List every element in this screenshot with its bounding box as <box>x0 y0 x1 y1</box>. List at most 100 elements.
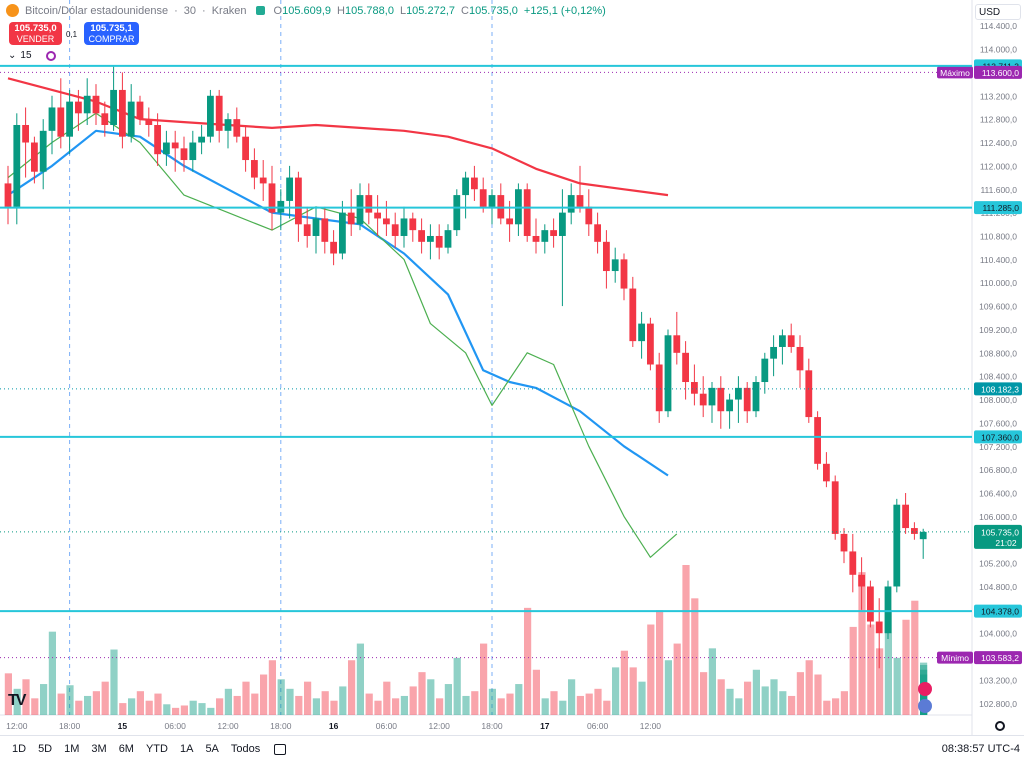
candle-body-15 <box>136 101 144 120</box>
volume-bar-91 <box>805 660 813 715</box>
candle-body-65 <box>576 195 584 207</box>
candle-body-88 <box>779 335 786 347</box>
range-5d[interactable]: 5D <box>38 743 53 755</box>
min-marker-text: Mínimo <box>941 653 969 663</box>
low-value: 105.272,7 <box>406 4 455 17</box>
range-5a[interactable]: 5A <box>205 743 219 755</box>
hline-1-label: 111.285,0 <box>982 203 1019 213</box>
candle-body-90 <box>796 346 804 371</box>
candle-body-29 <box>259 177 267 184</box>
candle-body-98 <box>867 586 874 622</box>
range-3m[interactable]: 3M <box>91 743 107 755</box>
y-tick-label-6: 105.200,0 <box>979 559 1017 569</box>
y-tick-label-24: 112.400,0 <box>980 138 1017 148</box>
y-tick-label-1: 103.200,0 <box>979 675 1017 685</box>
candle-body-14 <box>127 101 135 137</box>
hline-3-tag <box>974 604 1022 618</box>
volume-bar-103 <box>911 600 919 715</box>
candle-body-91 <box>805 370 813 418</box>
candle-body-104 <box>919 531 927 540</box>
volume-bar-8 <box>75 700 83 715</box>
buy-button[interactable]: 105.735,1 COMPRAR <box>84 22 139 45</box>
volume-bar-96 <box>849 626 857 715</box>
y-tick-label-12: 107.600,0 <box>979 418 1017 428</box>
sell-button[interactable]: 105.735,0 VENDER <box>9 22 62 45</box>
candle-body-54 <box>479 189 487 207</box>
candle-body-77 <box>682 352 689 383</box>
range-1a[interactable]: 1A <box>179 743 194 755</box>
event-icons[interactable] <box>918 682 932 716</box>
volume-bar-83 <box>735 698 743 715</box>
candle-body-75 <box>664 335 672 412</box>
clock-label: 08:38:57 UTC-4 <box>941 743 1020 755</box>
volume-bar-61 <box>541 698 549 715</box>
candle-body-99 <box>875 621 883 634</box>
x-tick-label-1: 18:00 <box>59 721 81 731</box>
hline-2-label: 107.360,0 <box>981 432 1019 442</box>
candle-body-68 <box>603 241 610 272</box>
volume-bar-78 <box>691 598 699 715</box>
volume-bar-89 <box>788 695 796 715</box>
candle-body-82 <box>726 399 733 412</box>
candle-body-36 <box>321 218 329 242</box>
hline-2-tag <box>974 430 1022 444</box>
candle-body-81 <box>717 387 725 412</box>
volume-bar-60 <box>532 669 540 715</box>
volume-bar-74 <box>656 610 664 715</box>
range-ytd[interactable]: YTD <box>145 743 168 755</box>
volume-bar-11 <box>101 681 109 715</box>
max-marker-tag <box>974 65 1022 79</box>
us-flag-icon[interactable] <box>918 699 932 713</box>
candle-body-72 <box>638 323 645 342</box>
ma-mid-line <box>7 129 669 477</box>
candle-body-55 <box>488 195 496 207</box>
range-6m[interactable]: 6M <box>118 743 134 755</box>
min-marker-label: 103.583,2 <box>981 653 1019 663</box>
indicator-legend[interactable]: ⌄ 15 <box>8 50 56 61</box>
calendar-icon[interactable] <box>274 743 287 755</box>
candle-body-70 <box>620 259 628 289</box>
volume-bar-100 <box>884 610 892 715</box>
change-value: +125,1 (+0,12%) <box>523 4 606 17</box>
candle-body-9 <box>83 95 91 114</box>
symbol-title[interactable]: Bitcoin/Dólar estadounidense <box>25 4 169 17</box>
interval-label[interactable]: 30 <box>183 4 197 17</box>
candle-body-95 <box>840 533 848 552</box>
candle-body-66 <box>585 206 593 225</box>
range-todos[interactable]: Todos <box>230 743 261 755</box>
volume-bar-68 <box>603 700 611 715</box>
lightning-icon[interactable] <box>918 682 932 696</box>
volume-bar-26 <box>233 695 241 715</box>
candle-body-71 <box>629 288 637 342</box>
candle-body-26 <box>233 119 241 137</box>
volume-bar-37 <box>330 700 338 715</box>
y-tick-label-20: 110.800,0 <box>980 231 1017 241</box>
y-tick-label-9: 106.400,0 <box>979 489 1017 499</box>
range-1d[interactable]: 1D <box>12 743 27 755</box>
candle-body-18 <box>163 142 170 155</box>
volume-bar-76 <box>673 643 681 715</box>
volume-bar-80 <box>708 648 716 715</box>
candle-body-69 <box>611 259 619 272</box>
volume-bar-44 <box>392 698 400 715</box>
close-value: 105.735,0 <box>468 4 518 17</box>
range-1m[interactable]: 1M <box>64 743 80 755</box>
volume-bar-1 <box>13 688 21 715</box>
candle-body-37 <box>330 241 337 254</box>
x-tick-label-12: 12:00 <box>640 721 662 731</box>
currency-selector[interactable]: USD <box>975 4 1021 20</box>
symbol-header: Bitcoin/Dólar estadounidense · 30 · Krak… <box>6 4 606 17</box>
tradingview-logo[interactable]: TV <box>8 692 27 709</box>
volume-bar-24 <box>216 698 224 715</box>
volume-bar-52 <box>462 695 470 715</box>
settings-icon[interactable] <box>995 721 1005 731</box>
sell-label: VENDER <box>16 34 55 44</box>
y-tick-label-28: 114.400,0 <box>980 21 1017 31</box>
candle-body-8 <box>75 101 82 114</box>
chevron-down-icon[interactable]: ⌄ <box>8 50 17 61</box>
candle-body-24 <box>215 95 223 131</box>
volume-bar-23 <box>207 707 215 715</box>
volume-bar-29 <box>260 674 268 715</box>
